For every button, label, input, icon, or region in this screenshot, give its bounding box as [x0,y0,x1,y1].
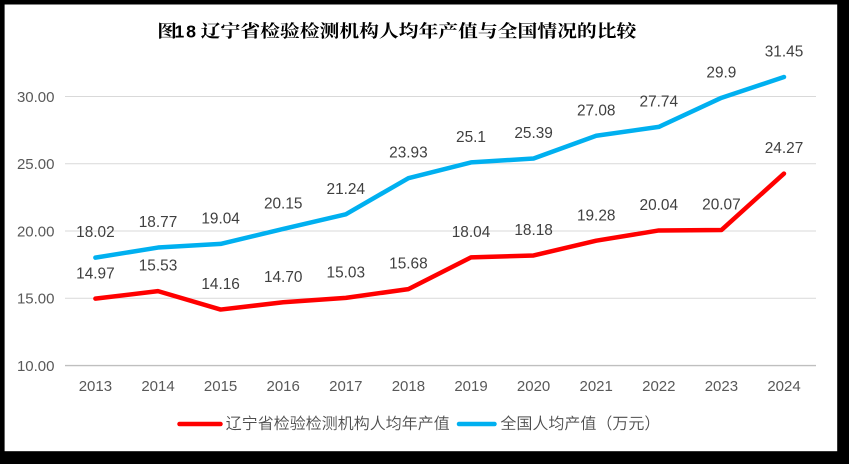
svg-text:2018: 2018 [392,378,425,395]
svg-text:15.00: 15.00 [17,291,55,308]
svg-text:14.70: 14.70 [264,269,303,286]
svg-text:18.18: 18.18 [514,222,553,239]
svg-text:23.93: 23.93 [389,145,428,162]
svg-text:2021: 2021 [580,378,613,395]
svg-text:14.97: 14.97 [76,265,115,282]
svg-text:2014: 2014 [141,378,174,395]
svg-text:2023: 2023 [705,378,738,395]
svg-text:2013: 2013 [79,378,112,395]
svg-text:2024: 2024 [767,378,800,395]
svg-text:19.04: 19.04 [201,211,240,228]
svg-text:19.28: 19.28 [577,207,616,224]
svg-text:2016: 2016 [267,378,300,395]
svg-text:18.04: 18.04 [452,224,491,241]
svg-text:18: 18 [174,21,198,41]
svg-text:2020: 2020 [517,378,550,395]
svg-text:15.53: 15.53 [139,258,178,275]
svg-text:15.03: 15.03 [327,264,366,281]
svg-text:21.24: 21.24 [327,181,366,198]
svg-text:2022: 2022 [642,378,675,395]
svg-text:27.08: 27.08 [577,102,616,119]
svg-text:25.39: 25.39 [514,125,553,142]
svg-text:20.07: 20.07 [702,197,741,214]
svg-text:2015: 2015 [204,378,237,395]
svg-text:20.00: 20.00 [17,223,55,240]
svg-text:15.68: 15.68 [389,256,428,273]
svg-text:25.00: 25.00 [17,156,55,173]
svg-text:24.27: 24.27 [765,140,804,157]
svg-text:30.00: 30.00 [17,89,55,106]
svg-text:27.74: 27.74 [640,94,679,111]
svg-text:29.9: 29.9 [706,64,736,81]
svg-text:2017: 2017 [329,378,362,395]
svg-text:25.1: 25.1 [456,129,486,146]
svg-text:2019: 2019 [454,378,487,395]
svg-text:31.45: 31.45 [765,44,804,61]
svg-text:18.02: 18.02 [76,224,115,241]
svg-text:18.77: 18.77 [139,214,178,231]
svg-text:14.16: 14.16 [201,276,240,293]
svg-text:20.15: 20.15 [264,196,303,213]
svg-text:20.04: 20.04 [640,197,679,214]
svg-text:10.00: 10.00 [17,358,55,375]
